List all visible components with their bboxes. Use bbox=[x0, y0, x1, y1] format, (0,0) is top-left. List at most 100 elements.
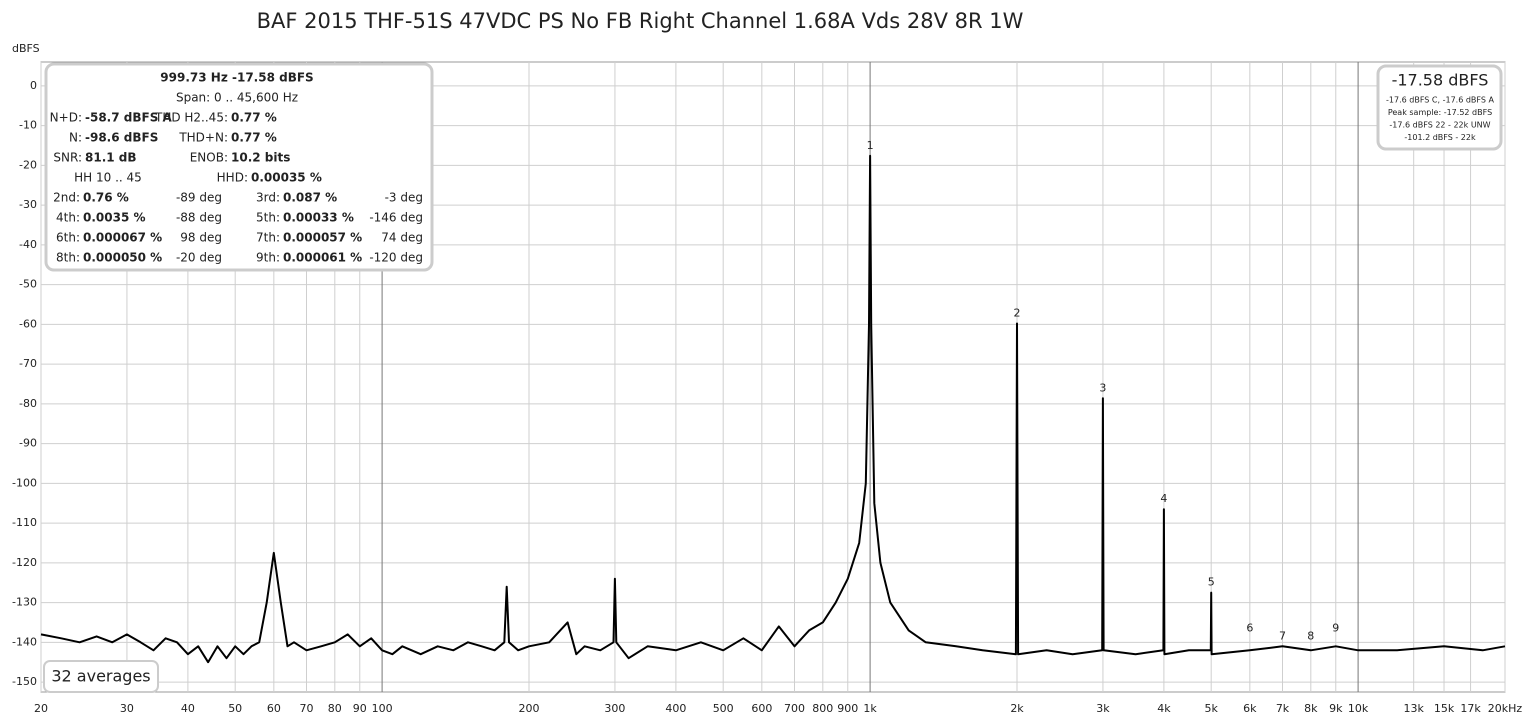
y-tick-label: 0 bbox=[30, 79, 37, 92]
averages-text: 32 averages bbox=[51, 667, 150, 686]
info-value: 81.1 dB bbox=[85, 151, 137, 165]
spectrum-line bbox=[40, 154, 1506, 664]
y-tick-label: -30 bbox=[19, 198, 37, 211]
x-tick-label: 17k bbox=[1460, 702, 1481, 715]
info-header: Span: 0 .. 45,600 Hz bbox=[176, 91, 298, 105]
y-tick-label: -50 bbox=[19, 278, 37, 291]
info-label: THD+N: bbox=[178, 131, 228, 145]
chart-title: BAF 2015 THF-51S 47VDC PS No FB Right Ch… bbox=[257, 9, 1024, 33]
level-box bbox=[1376, 64, 1503, 151]
y-tick-label: -70 bbox=[19, 357, 37, 370]
x-tick-label: 80 bbox=[328, 702, 342, 715]
info-phase: -88 deg bbox=[176, 211, 222, 225]
info-label: 6th: bbox=[56, 231, 80, 245]
x-tick-label: 20 bbox=[34, 702, 48, 715]
x-tick-label: 5k bbox=[1205, 702, 1219, 715]
info-value: 0.77 % bbox=[231, 131, 277, 145]
y-tick-label: -120 bbox=[12, 556, 37, 569]
info-value: -58.7 dBFS A bbox=[85, 111, 173, 125]
x-tick-label: 7k bbox=[1276, 702, 1290, 715]
y-tick-label: -80 bbox=[19, 397, 37, 410]
info-value: 0.77 % bbox=[231, 111, 277, 125]
y-tick-label: -20 bbox=[19, 158, 37, 171]
info-label: N: bbox=[69, 131, 82, 145]
x-tick-label: 90 bbox=[353, 702, 367, 715]
info-value: 0.000067 % bbox=[83, 231, 162, 245]
x-tick-label: 300 bbox=[604, 702, 625, 715]
level-main: -17.58 dBFS bbox=[1392, 71, 1489, 90]
info-label: 5th: bbox=[256, 211, 280, 225]
y-axis-label: dBFS bbox=[12, 42, 40, 55]
info-label: ENOB: bbox=[190, 151, 228, 165]
x-tick-label: 500 bbox=[713, 702, 734, 715]
x-tick-label: 9k bbox=[1329, 702, 1343, 715]
x-tick-label: 800 bbox=[812, 702, 833, 715]
info-label: SNR: bbox=[53, 151, 82, 165]
info-value: 0.0035 % bbox=[83, 211, 146, 225]
level-line: -101.2 dBFS - 22k bbox=[1404, 133, 1476, 142]
x-tick-label: 200 bbox=[519, 702, 540, 715]
x-tick-label: 900 bbox=[837, 702, 858, 715]
y-tick-label: -130 bbox=[12, 596, 37, 609]
y-tick-label: -40 bbox=[19, 238, 37, 251]
info-phase: -120 deg bbox=[369, 251, 423, 265]
harmonic-label: 9 bbox=[1332, 621, 1339, 634]
info-value: 0.000061 % bbox=[283, 251, 362, 265]
x-tick-label: 13k bbox=[1404, 702, 1425, 715]
x-tick-label: 20kHz bbox=[1488, 702, 1523, 715]
info-value: 10.2 bits bbox=[231, 151, 290, 165]
info-label: 3rd: bbox=[256, 191, 280, 205]
y-tick-label: -110 bbox=[12, 516, 37, 529]
x-tick-label: 3k bbox=[1096, 702, 1110, 715]
harmonic-label: 7 bbox=[1279, 629, 1286, 642]
y-tick-label: -140 bbox=[12, 635, 37, 648]
harmonic-label: 1 bbox=[867, 139, 874, 152]
x-tick-label: 600 bbox=[751, 702, 772, 715]
x-tick-label: 10k bbox=[1348, 702, 1369, 715]
x-tick-label: 6k bbox=[1243, 702, 1257, 715]
harmonic-label: 8 bbox=[1307, 629, 1314, 642]
info-box bbox=[44, 62, 434, 272]
y-tick-label: -90 bbox=[19, 437, 37, 450]
harmonic-label: 4 bbox=[1160, 492, 1167, 505]
x-tick-label: 100 bbox=[372, 702, 393, 715]
level-line: -17.6 dBFS C, -17.6 dBFS A bbox=[1386, 96, 1494, 105]
x-tick-label: 40 bbox=[181, 702, 195, 715]
x-tick-label: 15k bbox=[1434, 702, 1455, 715]
x-tick-label: 1k bbox=[863, 702, 877, 715]
averages-box bbox=[43, 660, 159, 693]
info-value: 0.00033 % bbox=[283, 211, 354, 225]
info-phase: 98 deg bbox=[180, 231, 222, 245]
y-tick-label: -10 bbox=[19, 119, 37, 132]
level-line: -17.6 dBFS 22 - 22k UNW bbox=[1389, 121, 1490, 130]
x-tick-label: 70 bbox=[300, 702, 314, 715]
info-label: HHD: bbox=[217, 171, 248, 185]
info-label: HH 10 .. 45 bbox=[74, 171, 142, 185]
info-label: 4th: bbox=[56, 211, 80, 225]
harmonic-label: 5 bbox=[1208, 576, 1215, 589]
y-tick-label: -60 bbox=[19, 317, 37, 330]
x-tick-label: 8k bbox=[1304, 702, 1318, 715]
x-tick-label: 30 bbox=[120, 702, 134, 715]
info-phase: -89 deg bbox=[176, 191, 222, 205]
info-label: 7th: bbox=[256, 231, 280, 245]
info-value: 0.00035 % bbox=[251, 171, 322, 185]
info-value: 0.000050 % bbox=[83, 251, 162, 265]
x-tick-label: 4k bbox=[1157, 702, 1171, 715]
y-tick-label: -150 bbox=[12, 675, 37, 688]
y-tick-label: -100 bbox=[12, 476, 37, 489]
x-tick-label: 700 bbox=[784, 702, 805, 715]
harmonic-label: 6 bbox=[1246, 621, 1253, 634]
info-header: 999.73 Hz -17.58 dBFS bbox=[160, 71, 313, 85]
info-label: 8th: bbox=[56, 251, 80, 265]
info-value: 0.000057 % bbox=[283, 231, 362, 245]
info-phase: -3 deg bbox=[385, 191, 423, 205]
x-tick-label: 400 bbox=[665, 702, 686, 715]
info-label: 9th: bbox=[256, 251, 280, 265]
x-tick-label: 60 bbox=[267, 702, 281, 715]
info-phase: -20 deg bbox=[176, 251, 222, 265]
info-value: 0.76 % bbox=[83, 191, 129, 205]
info-phase: 74 deg bbox=[381, 231, 423, 245]
info-label: THD H2..45: bbox=[154, 111, 228, 125]
